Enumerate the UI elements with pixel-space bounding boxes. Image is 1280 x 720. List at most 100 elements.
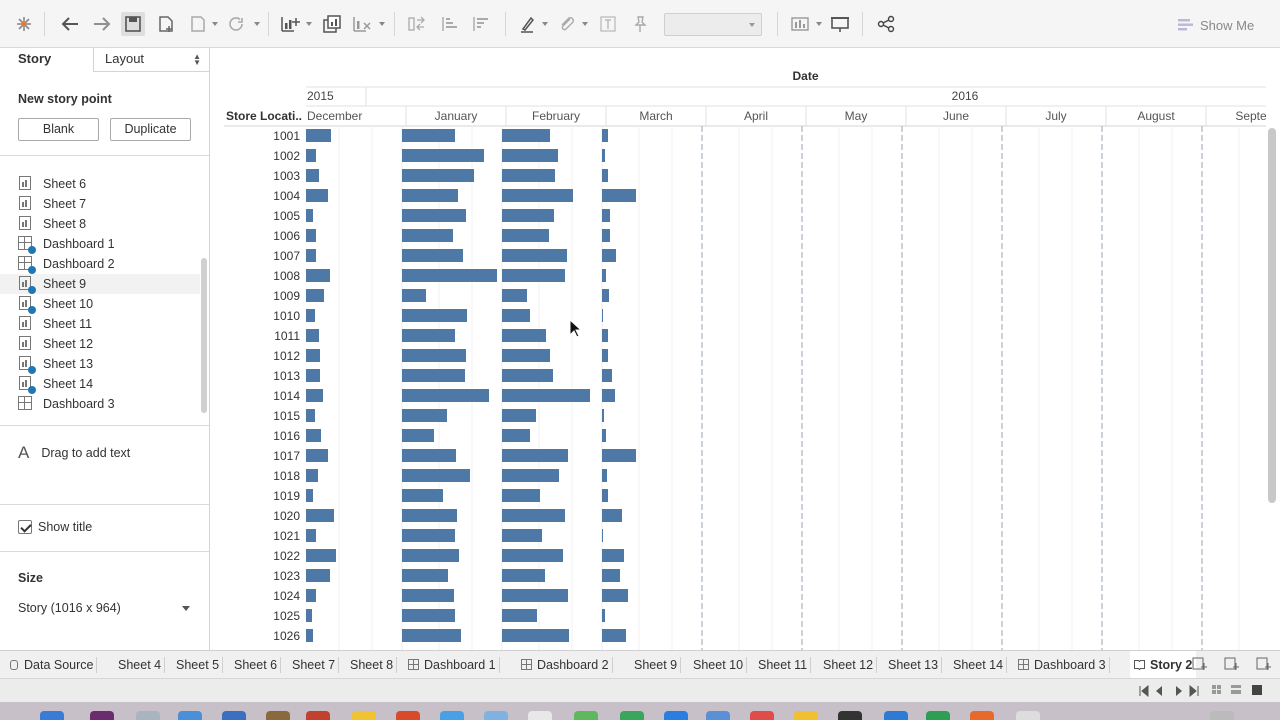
- duplicate-button[interactable]: Duplicate: [110, 118, 191, 141]
- bar[interactable]: [306, 549, 336, 562]
- story-viz-area[interactable]: Date 2015 2016 Store Locati.. December Januar…: [210, 48, 1266, 650]
- tab-dashboard-2[interactable]: Dashboard 2: [521, 651, 613, 679]
- tab-sheet-12[interactable]: Sheet 12: [823, 651, 878, 679]
- bar-chart[interactable]: Date 2015 2016 Store Locati.. December Januar…: [210, 48, 1266, 650]
- tab-story[interactable]: Story: [18, 51, 52, 66]
- bar[interactable]: [402, 549, 459, 562]
- highlight-dropdown[interactable]: [542, 22, 548, 26]
- bar[interactable]: [402, 509, 457, 522]
- duplicate-sheet-icon[interactable]: [320, 12, 344, 36]
- tab-layout[interactable]: Layout ▲ ▼: [93, 48, 209, 72]
- app-icon[interactable]: [136, 711, 160, 720]
- tab-sheet-11[interactable]: Sheet 11: [758, 651, 812, 679]
- bar[interactable]: [402, 449, 456, 462]
- bar[interactable]: [602, 249, 616, 262]
- bar[interactable]: [502, 589, 568, 602]
- app-icon[interactable]: [222, 711, 246, 720]
- tab-navigation-icons[interactable]: [1138, 685, 1208, 697]
- bar[interactable]: [602, 569, 620, 582]
- new-worksheet-icon[interactable]: [278, 12, 302, 36]
- save-icon[interactable]: [121, 12, 145, 36]
- labels-icon[interactable]: [596, 12, 620, 36]
- view-mode-icons[interactable]: [1212, 685, 1264, 697]
- bar[interactable]: [502, 529, 542, 542]
- app-icon[interactable]: [396, 711, 420, 720]
- bar[interactable]: [602, 549, 624, 562]
- bar[interactable]: [602, 169, 608, 182]
- show-title-checkbox[interactable]: [18, 520, 32, 534]
- bar[interactable]: [602, 289, 609, 302]
- bar[interactable]: [602, 349, 608, 362]
- size-select[interactable]: Story (1016 x 964): [18, 601, 192, 615]
- app-icon[interactable]: [484, 711, 508, 720]
- fit-combo[interactable]: [664, 13, 762, 36]
- bar[interactable]: [602, 429, 606, 442]
- bar[interactable]: [502, 549, 563, 562]
- bar[interactable]: [602, 469, 607, 482]
- bar[interactable]: [306, 529, 316, 542]
- bar[interactable]: [402, 569, 448, 582]
- tab-sheet-13[interactable]: Sheet 13: [888, 651, 943, 679]
- bar[interactable]: [306, 409, 315, 422]
- bar[interactable]: [402, 469, 470, 482]
- bar[interactable]: [602, 129, 608, 142]
- app-icon[interactable]: [528, 711, 552, 720]
- group-icon[interactable]: [555, 12, 579, 36]
- tableau-logo-icon[interactable]: [14, 12, 34, 36]
- tab-sheet-10[interactable]: Sheet 10: [693, 651, 748, 679]
- sheet-list-item[interactable]: Sheet 7: [0, 194, 200, 214]
- bar[interactable]: [602, 369, 612, 382]
- clear-sheet-icon[interactable]: [350, 12, 374, 36]
- app-icon[interactable]: [838, 711, 862, 720]
- bar[interactable]: [306, 429, 321, 442]
- bar[interactable]: [502, 149, 558, 162]
- bar[interactable]: [602, 589, 628, 602]
- refresh-dropdown[interactable]: [254, 22, 260, 26]
- bar[interactable]: [306, 589, 316, 602]
- bar[interactable]: [402, 329, 455, 342]
- app-icon[interactable]: [440, 711, 464, 720]
- sheet-list-item[interactable]: Sheet 6: [0, 174, 200, 194]
- tab-dashboard-3[interactable]: Dashboard 3: [1018, 651, 1110, 679]
- bar[interactable]: [402, 129, 455, 142]
- bar[interactable]: [306, 569, 330, 582]
- app-icon[interactable]: [266, 711, 290, 720]
- sort-ascending-icon[interactable]: [438, 12, 462, 36]
- bar[interactable]: [502, 229, 549, 242]
- bar[interactable]: [402, 209, 466, 222]
- sheet-list-scrollbar[interactable]: [201, 258, 207, 413]
- sheet-list-item[interactable]: Sheet 11: [0, 314, 200, 334]
- tab-sheet-8[interactable]: Sheet 8: [350, 651, 398, 679]
- sheet-list-item[interactable]: Sheet 9: [0, 274, 200, 294]
- bar[interactable]: [306, 169, 319, 182]
- app-icon[interactable]: [706, 711, 730, 720]
- bar[interactable]: [306, 129, 331, 142]
- bar[interactable]: [306, 609, 312, 622]
- bar[interactable]: [602, 489, 608, 502]
- bar[interactable]: [402, 629, 461, 642]
- highlight-icon[interactable]: [516, 12, 540, 36]
- bar[interactable]: [306, 389, 323, 402]
- trash-icon[interactable]: [1210, 711, 1234, 720]
- show-cards-icon[interactable]: [788, 12, 812, 36]
- bar[interactable]: [602, 389, 615, 402]
- bar[interactable]: [306, 249, 316, 262]
- tab-sheet-9[interactable]: Sheet 9: [634, 651, 682, 679]
- tab-dashboard-1[interactable]: Dashboard 1: [408, 651, 500, 679]
- new-worksheet-dropdown[interactable]: [306, 22, 312, 26]
- bar[interactable]: [602, 409, 604, 422]
- bar[interactable]: [402, 529, 455, 542]
- bar[interactable]: [306, 509, 334, 522]
- bar[interactable]: [402, 369, 465, 382]
- bar[interactable]: [502, 309, 530, 322]
- bar[interactable]: [402, 189, 458, 202]
- blank-button[interactable]: Blank: [18, 118, 99, 141]
- bar[interactable]: [402, 249, 463, 262]
- safari-icon[interactable]: [178, 711, 202, 720]
- pause-updates-dropdown[interactable]: [212, 22, 218, 26]
- presentation-icon[interactable]: [828, 12, 852, 36]
- bar[interactable]: [502, 369, 553, 382]
- bar[interactable]: [306, 149, 316, 162]
- finder-icon[interactable]: [40, 711, 64, 720]
- bar[interactable]: [602, 329, 608, 342]
